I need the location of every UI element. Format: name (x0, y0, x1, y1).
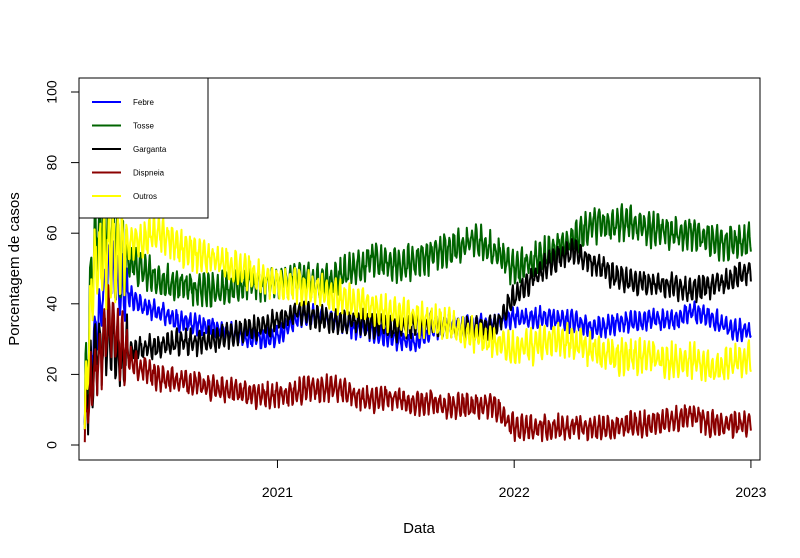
x-axis: 2021 2022 2023 (262, 459, 767, 500)
series-line-dispneia (83, 284, 752, 443)
y-tick-label: 60 (44, 225, 60, 241)
x-tick-label: 2021 (262, 484, 293, 500)
x-tick-label: 2022 (499, 484, 530, 500)
x-axis-title: Data (403, 520, 435, 537)
y-tick-label: 20 (44, 366, 60, 382)
legend-label: Dispneia (133, 169, 165, 178)
y-tick-label: 40 (44, 296, 60, 312)
y-tick-label: 100 (44, 80, 60, 104)
series-line-febre (83, 240, 752, 423)
legend-label: Garganta (133, 145, 167, 154)
y-tick-label: 80 (44, 155, 60, 171)
x-tick-label: 2023 (735, 484, 766, 500)
series-line-tosse (83, 177, 752, 431)
y-axis-title: Porcentagem de casos (6, 192, 23, 345)
series-line-outros (83, 202, 752, 430)
legend-label: Febre (133, 98, 154, 107)
legend: Febre Tosse Garganta Dispneia Outros (78, 77, 209, 219)
legend-label: Tosse (133, 122, 154, 131)
y-tick-label: 0 (44, 441, 60, 449)
series-layer (83, 177, 752, 443)
legend-label: Outros (133, 192, 157, 201)
